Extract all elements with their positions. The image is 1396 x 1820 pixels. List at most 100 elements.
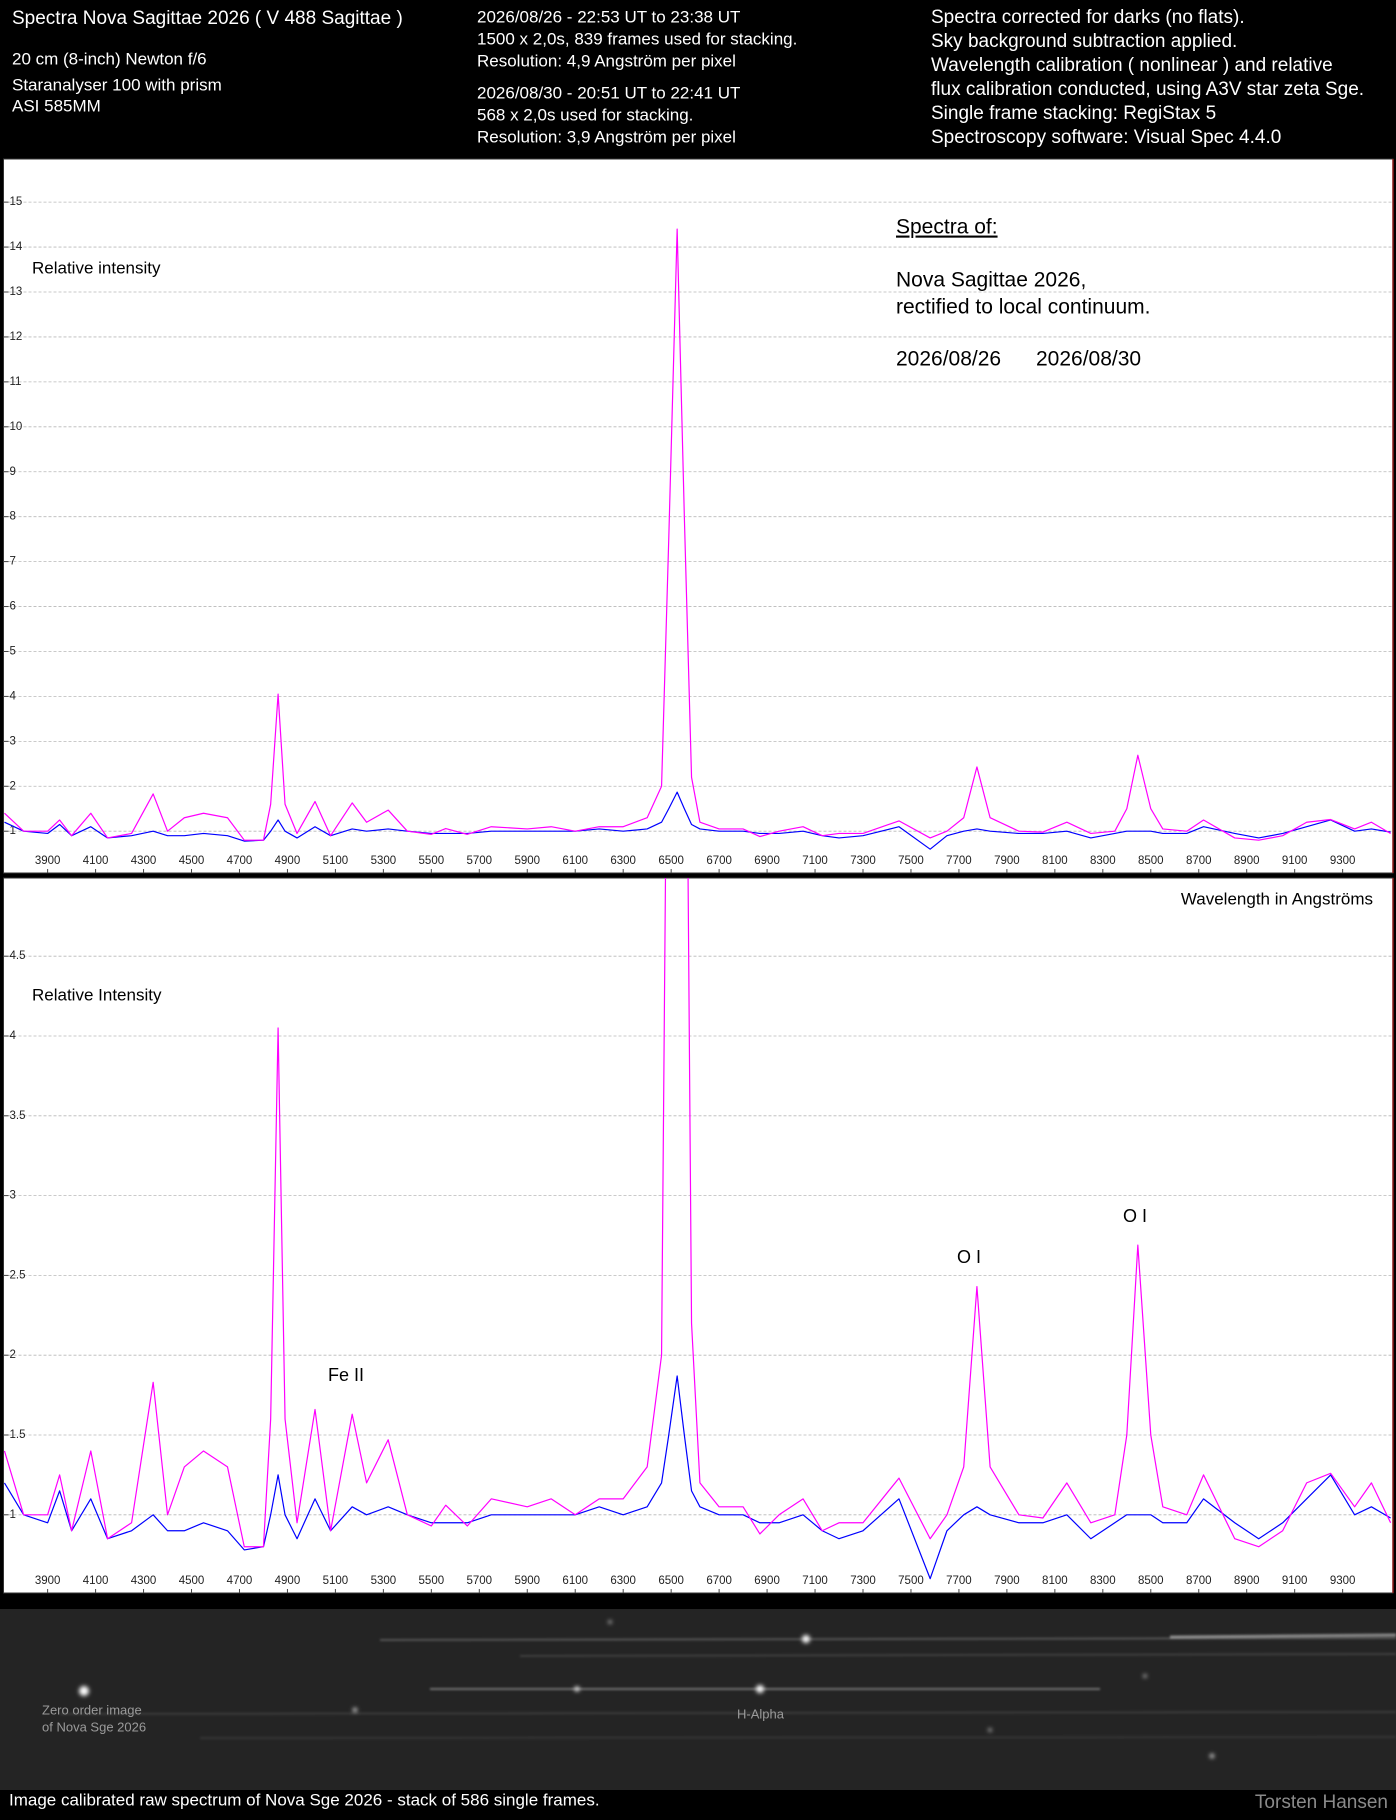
x-tick-label: 4100: [83, 1575, 109, 1587]
x-tick-label: 4300: [131, 855, 157, 867]
y-tick-label: 12: [10, 331, 23, 343]
x-tick-label: 5100: [323, 855, 349, 867]
x-tick-label: 8300: [1090, 855, 1116, 867]
raw-label: of Nova Sge 2026: [42, 1719, 146, 1734]
x-tick-label: 8700: [1186, 1575, 1212, 1587]
x-tick-label: 6300: [610, 1575, 636, 1587]
star: [802, 1635, 810, 1643]
raw-label: H-Alpha: [737, 1706, 785, 1721]
y-tick-label: 3: [10, 735, 16, 747]
author: Torsten Hansen: [1255, 1792, 1388, 1813]
x-tick-label: 8700: [1186, 855, 1212, 867]
x-tick-label: 5300: [371, 1575, 397, 1587]
x-tick-label: 6100: [562, 855, 588, 867]
star: [353, 1708, 357, 1712]
y-tick-label: 1: [10, 1509, 16, 1521]
x-tick-label: 7500: [898, 855, 924, 867]
equipment-line: ASI 585MM: [12, 96, 101, 115]
raw-spectrum-image: Zero order image of Nova Sge 2026 H-Alph…: [0, 1609, 1396, 1790]
x-tick-label: 9300: [1330, 855, 1356, 867]
x-tick-label: 5900: [514, 855, 540, 867]
x-tick-label: 8900: [1234, 855, 1260, 867]
session-resolution: Resolution: 3,9 Angström per pixel: [477, 127, 736, 146]
x-tick-label: 7700: [946, 1575, 972, 1587]
equipment-line: Staranalyser 100 with prism: [12, 75, 222, 94]
y-tick-label: 7: [10, 556, 16, 568]
y-tick-label: 13: [10, 286, 23, 298]
y-axis-label: Relative intensity: [32, 258, 161, 277]
star: [574, 1686, 580, 1692]
x-tick-label: 9100: [1282, 855, 1308, 867]
streak: [379, 1637, 1396, 1641]
streak: [59, 1711, 1396, 1715]
x-tick-label: 4700: [227, 1575, 253, 1587]
header-title: Spectra Nova Sagittae 2026 ( V 488 Sagit…: [12, 8, 403, 29]
x-tick-label: 4900: [275, 855, 301, 867]
star: [608, 1620, 612, 1624]
x-tick-label: 4500: [179, 1575, 205, 1587]
streak: [199, 1736, 1396, 1739]
x-tick-label: 5900: [514, 1575, 540, 1587]
star: [79, 1686, 89, 1696]
x-tick-label: 6100: [562, 1575, 588, 1587]
y-tick-label: 1.5: [10, 1429, 26, 1441]
x-tick-label: 5700: [467, 1575, 493, 1587]
processing-line: Spectroscopy software: Visual Spec 4.4.0: [931, 127, 1281, 148]
x-tick-label: 7100: [802, 855, 828, 867]
processing-line: Single frame stacking: RegiStax 5: [931, 103, 1216, 124]
top-chart-labels: Relative intensity Spectra of: Nova Sagi…: [32, 216, 1150, 371]
plot-area: [3, 877, 1394, 1594]
raw-label: Zero order image: [42, 1702, 142, 1717]
x-tick-label: 5700: [467, 855, 493, 867]
annotation: Fe II: [328, 1365, 364, 1385]
x-tick-label: 6700: [706, 855, 732, 867]
y-tick-label: 3.5: [10, 1110, 26, 1122]
x-tick-label: 4700: [227, 855, 253, 867]
y-tick-label: 9: [10, 466, 16, 478]
y-tick-label: 8: [10, 511, 16, 523]
session-frames: 1500 x 2,0s, 839 frames used for stackin…: [477, 29, 797, 48]
session-time: 2026/08/26 - 22:53 UT to 23:38 UT: [477, 7, 740, 26]
chart-subtitle: rectified to local continuum.: [896, 296, 1150, 319]
header: Spectra Nova Sagittae 2026 ( V 488 Sagit…: [12, 7, 1364, 148]
x-tick-label: 8100: [1042, 855, 1068, 867]
processing-line: Wavelength calibration ( nonlinear ) and…: [931, 55, 1333, 76]
y-tick-label: 2.5: [10, 1269, 26, 1281]
y-tick-label: 6: [10, 601, 16, 613]
x-tick-label: 8500: [1138, 855, 1164, 867]
series-group: [4, 228, 1391, 850]
x-tick-label: 8100: [1042, 1575, 1068, 1587]
processing-line: flux calibration conducted, using A3V st…: [931, 79, 1364, 100]
x-tick-label: 6500: [658, 1575, 684, 1587]
x-tick-label: 7300: [850, 855, 876, 867]
x-tick-label: 4500: [179, 855, 205, 867]
star: [1210, 1754, 1214, 1758]
x-tick-label: 6900: [754, 1575, 780, 1587]
star: [988, 1728, 992, 1732]
streak: [519, 1653, 1396, 1657]
y-tick-label: 3: [10, 1190, 16, 1202]
streak: [1169, 1633, 1396, 1639]
legend-entry: 2026/08/26: [896, 348, 1001, 371]
y-tick-label: 4: [10, 1030, 17, 1042]
y-tick-label: 2: [10, 1349, 16, 1361]
star: [1143, 1674, 1147, 1678]
equipment-line: 20 cm (8-inch) Newton f/6: [12, 49, 207, 68]
annotation: O I: [957, 1247, 981, 1267]
chart: 1 1.5 2 2.5 3 3.5 4 4.5 3900 4100 4300 4500 4700 4900…: [3, 877, 1394, 1594]
x-tick-label: 6500: [658, 855, 684, 867]
annotation: O I: [1123, 1206, 1147, 1226]
y-tick-label: 14: [10, 241, 23, 253]
x-tick-label: 3900: [35, 855, 61, 867]
x-axis-label: Wavelength in Angströms: [1181, 889, 1373, 908]
y-axis-label: Relative Intensity: [32, 985, 162, 1004]
x-tick-label: 5500: [419, 855, 445, 867]
x-tick-label: 9300: [1330, 1575, 1356, 1587]
y-tick-label: 4.5: [10, 950, 26, 962]
x-tick-label: 7300: [850, 1575, 876, 1587]
x-tick-label: 7100: [802, 1575, 828, 1587]
series-group: [3, 878, 1392, 1580]
y-tick-label: 4: [10, 690, 17, 702]
